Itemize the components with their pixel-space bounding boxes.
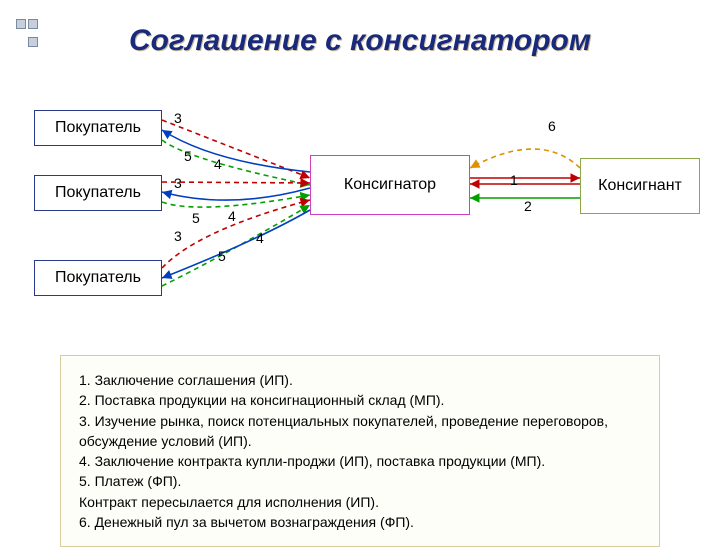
flow-label: 5 [192,210,200,226]
legend-line: 5. Платеж (ФП). [79,471,641,491]
legend-line: 2. Поставка продукции на консигнационный… [79,390,641,410]
flow-label: 5 [184,148,192,164]
node-label: Покупатель [55,184,141,202]
node-label: Консигнант [598,177,682,195]
legend-line: 1. Заключение соглашения (ИП). [79,370,641,390]
flow-label: 3 [174,175,182,191]
flow-label: 2 [524,198,532,214]
node-buyer-3: Покупатель [34,260,162,296]
flow-label: 4 [214,156,222,172]
node-label: Покупатель [55,119,141,137]
legend-line: 3. Изучение рынка, поиск потенциальных п… [79,411,641,452]
flow-label: 6 [548,118,556,134]
page-title: Соглашение с консигнатором [0,24,720,58]
node-buyer-1: Покупатель [34,110,162,146]
node-consignator: Консигнатор [310,155,470,215]
node-label: Консигнатор [344,176,436,194]
flow-label: 4 [256,230,264,246]
node-label: Покупатель [55,269,141,287]
flow-label: 3 [174,228,182,244]
node-buyer-2: Покупатель [34,175,162,211]
legend-line: 6. Денежный пул за вычетом вознаграждени… [79,512,641,532]
flow-label: 3 [174,110,182,126]
flow-label: 5 [218,248,226,264]
legend-line: 4. Заключение контракта купли-проджи (ИП… [79,451,641,471]
legend-line: Контракт пересылается для исполнения (ИП… [79,492,641,512]
flow-label: 1 [510,172,518,188]
flow-label: 4 [228,208,236,224]
node-consignant: Консигнант [580,158,700,214]
legend-box: 1. Заключение соглашения (ИП). 2. Постав… [60,355,660,547]
